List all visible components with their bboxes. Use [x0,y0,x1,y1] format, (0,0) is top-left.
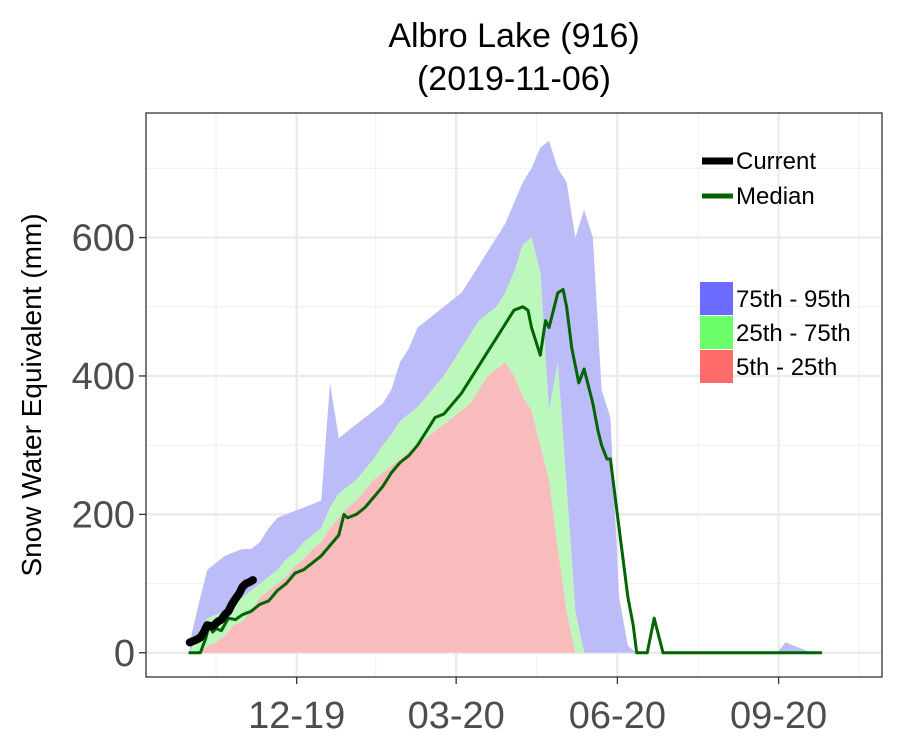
plot-panel [145,112,883,678]
chart-subtitle: (2019-11-06) [417,60,611,98]
x-tick-label-1: 03-20 [408,695,505,737]
series-line-median [188,288,823,655]
legend-label-p25_75: 25th - 75th [736,320,851,347]
legend: Current Median 75th - 95th 25th - 75th 5th -… [700,148,851,383]
plot-border [145,112,883,678]
x-tick-label-0: 12-19 [248,695,345,737]
band-5-25 [189,362,821,653]
y-tick-label-1: 200 [72,494,135,536]
y-tick-label-2: 400 [72,356,135,398]
series-lines [185,288,823,655]
legend-label-p5_25: 5th - 25th [736,354,837,381]
legend-key-p5_25 [700,350,733,383]
chart-title: Albro Lake (916) [388,17,639,55]
y-tick-label-0: 0 [114,633,135,675]
legend-key-p75_95 [700,282,733,315]
legend-label-current: Current [736,148,816,175]
band-25-75 [189,237,821,653]
x-axis: 12-19 03-20 06-20 09-20 [248,677,827,737]
y-axis: 0 200 400 600 [72,218,146,675]
y-tick-label-3: 600 [72,218,135,260]
legend-key-p25_75 [700,316,733,349]
y-axis-title: Snow Water Equivalent (mm) [16,213,47,576]
percentile-bands [189,140,821,653]
band-75-95 [189,140,821,653]
legend-label-median: Median [736,183,815,210]
x-tick-label-2: 06-20 [569,695,666,737]
x-tick-label-3: 09-20 [730,695,827,737]
series-line-current [185,576,257,647]
legend-label-p75_95: 75th - 95th [736,286,851,313]
